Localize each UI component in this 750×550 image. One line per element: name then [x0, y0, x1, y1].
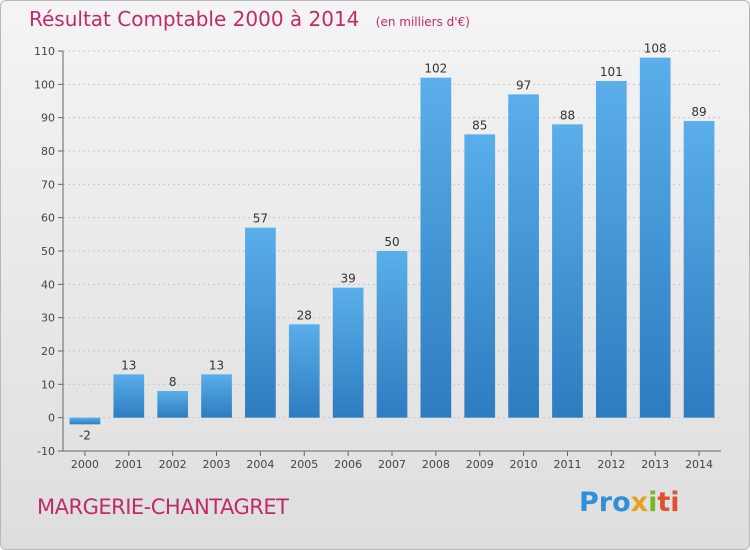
- chart-subtitle: (en milliers d'€): [375, 15, 470, 29]
- y-tick-label: 70: [41, 178, 55, 191]
- bar-2012: [595, 81, 627, 418]
- y-tick-label: 110: [34, 45, 55, 58]
- value-label-2014: 89: [691, 105, 706, 119]
- bar-2013: [639, 57, 671, 418]
- bar-2006: [332, 287, 364, 418]
- x-tick-label-2008: 2008: [422, 458, 450, 471]
- x-tick-label-2002: 2002: [159, 458, 187, 471]
- value-label-2009: 85: [472, 118, 487, 132]
- x-tick-label-2010: 2010: [510, 458, 538, 471]
- value-label-2004: 57: [253, 212, 268, 226]
- value-label-2001: 13: [121, 358, 136, 372]
- proxiti-logo: Proxiti: [579, 487, 680, 518]
- y-tick-label: 100: [34, 78, 55, 91]
- y-tick-label: 40: [41, 278, 55, 291]
- bar-2007: [376, 251, 408, 418]
- bar-2011: [552, 124, 583, 418]
- bar-2008: [420, 77, 452, 418]
- bar-2003: [201, 374, 232, 418]
- logo-part-2: x: [630, 487, 649, 518]
- value-label-2006: 39: [340, 272, 355, 286]
- x-tick-label-2009: 2009: [466, 458, 494, 471]
- value-label-2003: 13: [209, 358, 224, 372]
- logo-part-4: ti: [657, 487, 680, 518]
- value-label-2013: 108: [644, 42, 667, 56]
- value-label-2007: 50: [384, 235, 399, 249]
- value-label-2000: -2: [79, 428, 91, 442]
- value-label-2008: 102: [424, 62, 447, 76]
- location-name: MARGERIE-CHANTAGRET: [37, 495, 289, 519]
- x-tick-label-2007: 2007: [378, 458, 406, 471]
- x-tick-label-2001: 2001: [115, 458, 143, 471]
- y-tick-label: 30: [41, 312, 55, 325]
- bar-2009: [464, 134, 496, 418]
- y-tick-label: 50: [41, 245, 55, 258]
- bar-2005: [288, 324, 320, 418]
- axes: [58, 50, 721, 456]
- value-label-2012: 101: [600, 65, 623, 79]
- bar-2004: [245, 227, 276, 418]
- bar-2000: [69, 417, 101, 425]
- chart-title: Résultat Comptable 2000 à 2014 (en milli…: [29, 7, 470, 31]
- y-tick-label: 60: [41, 212, 55, 225]
- value-label-2011: 88: [560, 108, 575, 122]
- chart-title-text: Résultat Comptable 2000 à 2014: [29, 7, 360, 31]
- bar-2001: [113, 374, 145, 418]
- labels: -10 0 10 20 30 40 50 60 70 80 90 100 110 -2 2000 13 2001…: [34, 42, 713, 471]
- x-tick-label-2004: 2004: [246, 458, 274, 471]
- bars: [69, 57, 715, 425]
- x-tick-label-2013: 2013: [641, 458, 669, 471]
- x-tick-label-2006: 2006: [334, 458, 362, 471]
- value-label-2010: 97: [516, 78, 531, 92]
- y-tick-label: -10: [37, 445, 55, 458]
- logo-part-1: Pro: [579, 487, 631, 518]
- logo-part-3: i: [648, 487, 658, 518]
- x-tick-label-2000: 2000: [71, 458, 99, 471]
- value-label-2005: 28: [297, 308, 312, 322]
- y-tick-label: 10: [41, 378, 55, 391]
- y-tick-label: 20: [41, 345, 55, 358]
- value-label-2002: 8: [169, 375, 177, 389]
- bar-2014: [683, 121, 715, 418]
- x-tick-label-2011: 2011: [553, 458, 581, 471]
- y-tick-label: 0: [48, 412, 55, 425]
- bar-2002: [157, 391, 189, 418]
- x-tick-label-2003: 2003: [203, 458, 231, 471]
- x-tick-label-2014: 2014: [685, 458, 713, 471]
- y-tick-label: 80: [41, 145, 55, 158]
- bar-2010: [508, 94, 539, 418]
- y-tick-label: 90: [41, 112, 55, 125]
- x-tick-label-2005: 2005: [290, 458, 318, 471]
- x-tick-label-2012: 2012: [597, 458, 625, 471]
